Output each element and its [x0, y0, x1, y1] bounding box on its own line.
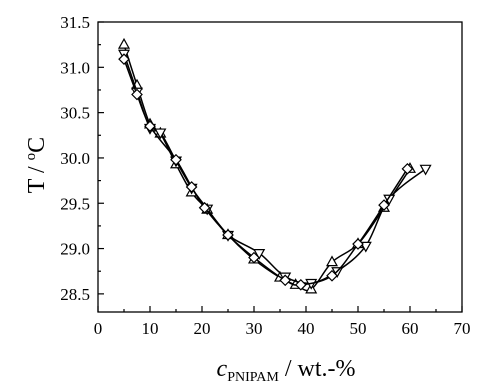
- data-point-diamond: [352, 238, 364, 250]
- data-point-diamond: [401, 162, 414, 175]
- y-axis-title: T / oC: [23, 137, 50, 193]
- x-tick-label: 50: [350, 319, 367, 338]
- y-axis-title-main: T /: [24, 160, 50, 193]
- data-point-diamond: [170, 153, 182, 166]
- data-point-diamond: [222, 229, 234, 241]
- series-3: [118, 53, 414, 291]
- x-axis-title-unit: / wt.-%: [279, 356, 356, 382]
- y-axis-title-degree: o: [23, 153, 39, 161]
- data-point-triangle-up: [325, 255, 339, 267]
- data-point-triangle-down: [419, 164, 432, 176]
- x-tick-label: 70: [454, 319, 471, 338]
- y-tick-label: 28.5: [60, 285, 90, 304]
- data-point-triangle-down: [359, 241, 372, 253]
- data-point-diamond: [248, 251, 260, 264]
- data-point-diamond: [198, 201, 211, 214]
- x-tick-label: 40: [298, 319, 315, 338]
- data-point-diamond: [131, 88, 143, 101]
- x-tick-label: 20: [194, 319, 211, 338]
- y-tick-label: 31.0: [60, 58, 90, 77]
- data-point-diamond: [326, 269, 338, 282]
- data-point-triangle-down: [154, 128, 167, 140]
- series-line: [123, 44, 411, 292]
- y-tick-label: 31.5: [60, 13, 90, 32]
- data-point-triangle-up: [117, 37, 131, 49]
- x-tick-label: 60: [402, 319, 419, 338]
- y-tick-label: 30.0: [60, 149, 90, 168]
- data-point-diamond: [279, 274, 292, 287]
- x-tick-label: 30: [246, 319, 263, 338]
- ticks-layer: 0 10 20 30 40 50 60 70 28.5 29.0 29.5 30.0 30.5 31.0 3…: [60, 13, 470, 338]
- y-axis-title-unit: C: [24, 137, 50, 153]
- data-point-diamond: [185, 181, 198, 193]
- x-axis-title: cPNIPAM / wt.-%: [217, 356, 356, 385]
- data-point-triangle-down: [253, 248, 266, 260]
- series-line: [123, 58, 409, 286]
- y-tick-label: 29.5: [60, 194, 90, 213]
- data-point-diamond: [378, 199, 390, 211]
- data-point-diamond: [118, 53, 130, 66]
- plot-area: 0 10 20 30 40 50 60 70 28.5 29.0 29.5 30.0 30.5 31.0 3…: [60, 13, 470, 338]
- series-layer: [117, 37, 432, 294]
- series-line: [123, 53, 427, 284]
- x-axis-title-subscript: PNIPAM: [227, 370, 279, 385]
- y-tick-label: 29.0: [60, 240, 90, 259]
- x-tick-label: 0: [94, 319, 103, 338]
- series-2: [117, 49, 432, 290]
- series-1: [117, 37, 417, 294]
- y-tick-label: 30.5: [60, 104, 90, 123]
- x-tick-label: 10: [142, 319, 159, 338]
- x-axis-title-symbol: c: [217, 356, 228, 382]
- data-point-diamond: [294, 278, 307, 291]
- data-point-diamond: [144, 120, 156, 133]
